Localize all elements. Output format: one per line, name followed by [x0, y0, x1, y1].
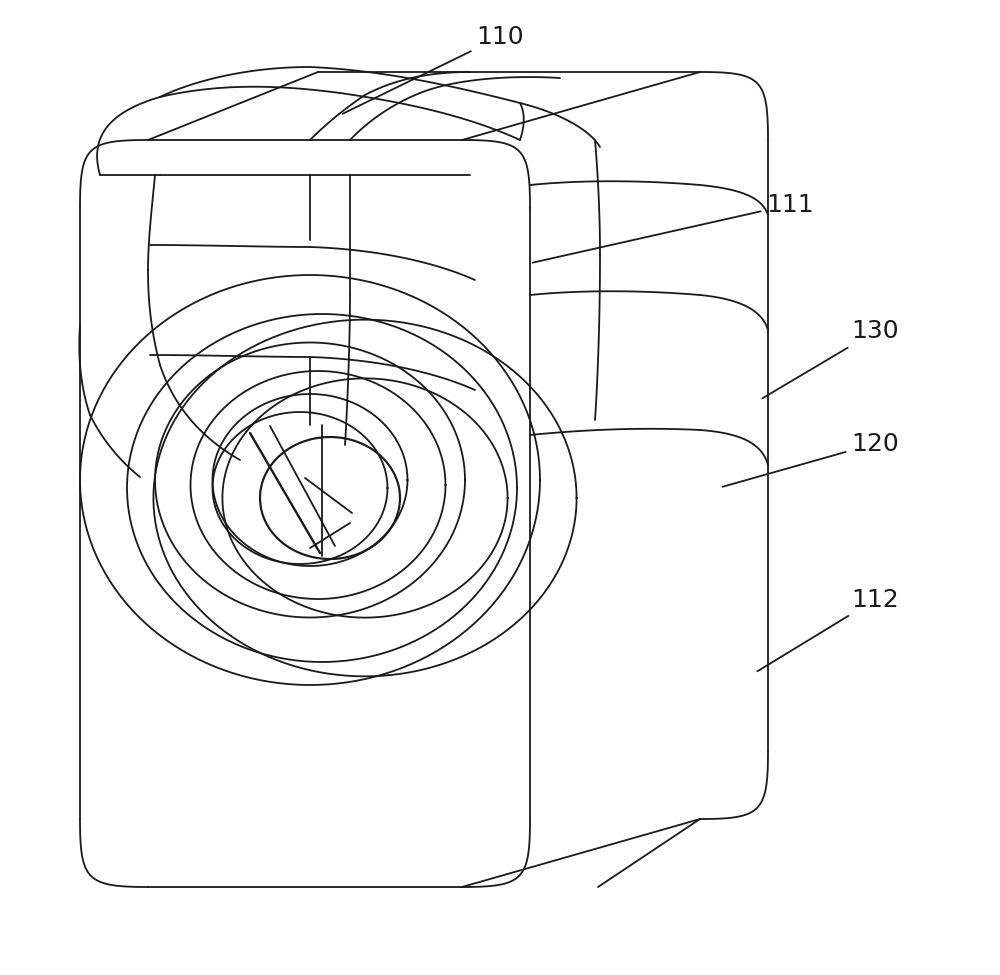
Text: 112: 112 — [757, 588, 899, 672]
Text: 120: 120 — [723, 432, 899, 487]
Text: 111: 111 — [533, 193, 814, 262]
Text: 130: 130 — [762, 320, 899, 399]
Text: 110: 110 — [342, 25, 524, 114]
